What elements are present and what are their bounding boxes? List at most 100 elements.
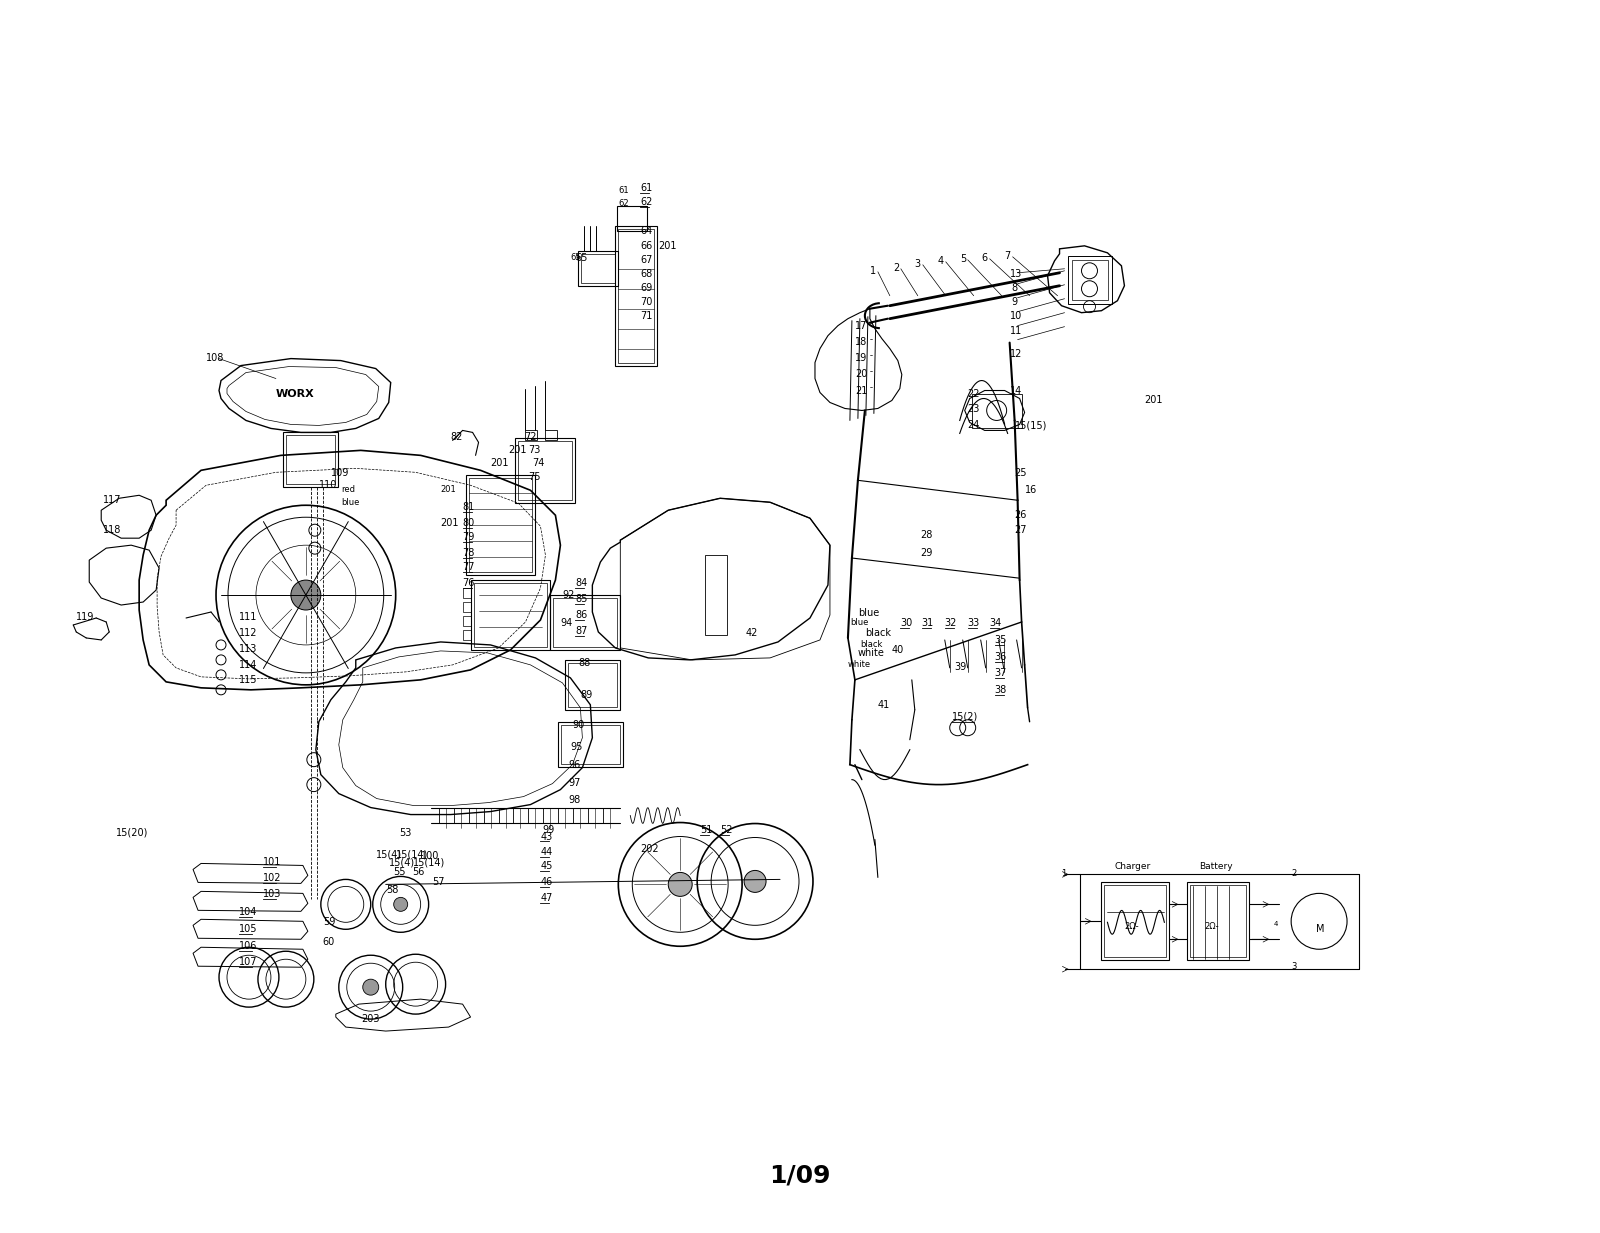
Text: 11: 11 [1010, 326, 1022, 335]
Text: 4: 4 [938, 255, 944, 266]
Text: 201: 201 [1144, 396, 1163, 406]
Text: 201: 201 [509, 445, 526, 455]
Text: 41: 41 [878, 700, 890, 710]
Text: 119: 119 [77, 612, 94, 621]
Text: 88: 88 [578, 658, 590, 668]
Text: 15(4): 15(4) [389, 857, 414, 868]
Text: 82: 82 [451, 433, 462, 443]
Text: 21: 21 [854, 386, 867, 396]
Text: M: M [1317, 925, 1325, 935]
Text: 24: 24 [968, 420, 981, 430]
Text: 111: 111 [238, 612, 258, 621]
Text: blue: blue [858, 608, 878, 618]
Text: 61: 61 [618, 186, 629, 195]
Text: 38: 38 [995, 684, 1006, 695]
Text: 13: 13 [1010, 269, 1022, 279]
Bar [474, 583, 547, 647]
Text: 1/09: 1/09 [770, 1164, 830, 1187]
Text: 15(14): 15(14) [413, 857, 445, 868]
Text: 44: 44 [541, 847, 552, 857]
Text: 113: 113 [238, 644, 258, 653]
Text: 9: 9 [1011, 297, 1018, 307]
Text: WORX: WORX [275, 388, 315, 398]
Text: 2Ω-: 2Ω- [1125, 922, 1139, 931]
Text: 15(2): 15(2) [952, 711, 978, 721]
Text: 103: 103 [262, 889, 282, 899]
Text: 1: 1 [870, 266, 877, 276]
Text: white: white [858, 647, 885, 658]
Text: 59: 59 [323, 917, 336, 927]
Text: 18: 18 [854, 337, 867, 346]
Bar [616, 226, 658, 365]
Text: 117: 117 [104, 496, 122, 506]
Text: 36: 36 [995, 652, 1006, 662]
Text: 22: 22 [968, 388, 981, 398]
Text: 79: 79 [462, 533, 475, 543]
Text: 43: 43 [541, 831, 552, 841]
Bar [562, 725, 621, 763]
Text: 17: 17 [854, 321, 867, 330]
Text: 37: 37 [995, 668, 1006, 678]
Bar [618, 229, 654, 363]
Text: 65: 65 [570, 253, 581, 261]
Text: 85: 85 [576, 594, 587, 604]
Text: 102: 102 [262, 873, 282, 883]
Text: 52: 52 [720, 825, 733, 835]
Text: 58: 58 [386, 885, 398, 895]
Bar [1190, 885, 1246, 957]
Text: 87: 87 [576, 626, 587, 636]
Text: 32: 32 [944, 618, 957, 628]
Text: 81: 81 [462, 502, 475, 512]
Bar [581, 254, 616, 282]
Text: 3: 3 [915, 259, 922, 269]
Text: 67: 67 [640, 255, 653, 265]
Text: 94: 94 [560, 618, 573, 628]
Circle shape [669, 873, 693, 896]
Text: 61: 61 [640, 182, 653, 194]
Text: 29: 29 [920, 549, 933, 559]
Text: 96: 96 [568, 760, 581, 769]
Bar [554, 598, 618, 647]
Text: white: white [848, 660, 870, 668]
Bar [518, 441, 573, 501]
Text: 40: 40 [891, 645, 904, 655]
Text: 20: 20 [854, 369, 867, 379]
Text: 70: 70 [640, 297, 653, 307]
Text: 53: 53 [398, 827, 411, 837]
Text: 65: 65 [576, 253, 587, 263]
Text: 39: 39 [955, 662, 966, 672]
Text: 27: 27 [1014, 525, 1027, 535]
Text: 55: 55 [392, 868, 405, 878]
Text: 203: 203 [360, 1014, 379, 1025]
Text: red: red [341, 486, 355, 494]
Text: 80: 80 [462, 518, 475, 528]
Text: 97: 97 [568, 778, 581, 788]
Text: 15(20): 15(20) [117, 827, 149, 837]
Text: 90: 90 [573, 720, 584, 730]
Text: 31: 31 [922, 618, 934, 628]
Text: Battery: Battery [1200, 862, 1234, 872]
Text: black: black [859, 640, 882, 649]
Text: 201: 201 [440, 486, 456, 494]
Text: 34: 34 [990, 618, 1002, 628]
Bar [568, 663, 618, 707]
Text: 62: 62 [640, 197, 653, 207]
Circle shape [291, 580, 322, 610]
Text: 30: 30 [899, 618, 912, 628]
Text: 8: 8 [1011, 282, 1018, 292]
Bar [462, 616, 470, 626]
Bar [286, 435, 334, 485]
Circle shape [744, 870, 766, 893]
Text: 105: 105 [238, 925, 258, 935]
Text: 72: 72 [525, 433, 538, 443]
Text: 7: 7 [1005, 250, 1011, 261]
Bar [525, 430, 538, 440]
Text: 78: 78 [462, 549, 475, 559]
Text: Charger: Charger [1115, 862, 1150, 872]
Bar [470, 580, 550, 650]
Text: 35: 35 [995, 635, 1006, 645]
Bar [618, 206, 648, 231]
Text: 16: 16 [1024, 486, 1037, 496]
Text: 108: 108 [206, 353, 224, 363]
Bar [515, 439, 576, 503]
